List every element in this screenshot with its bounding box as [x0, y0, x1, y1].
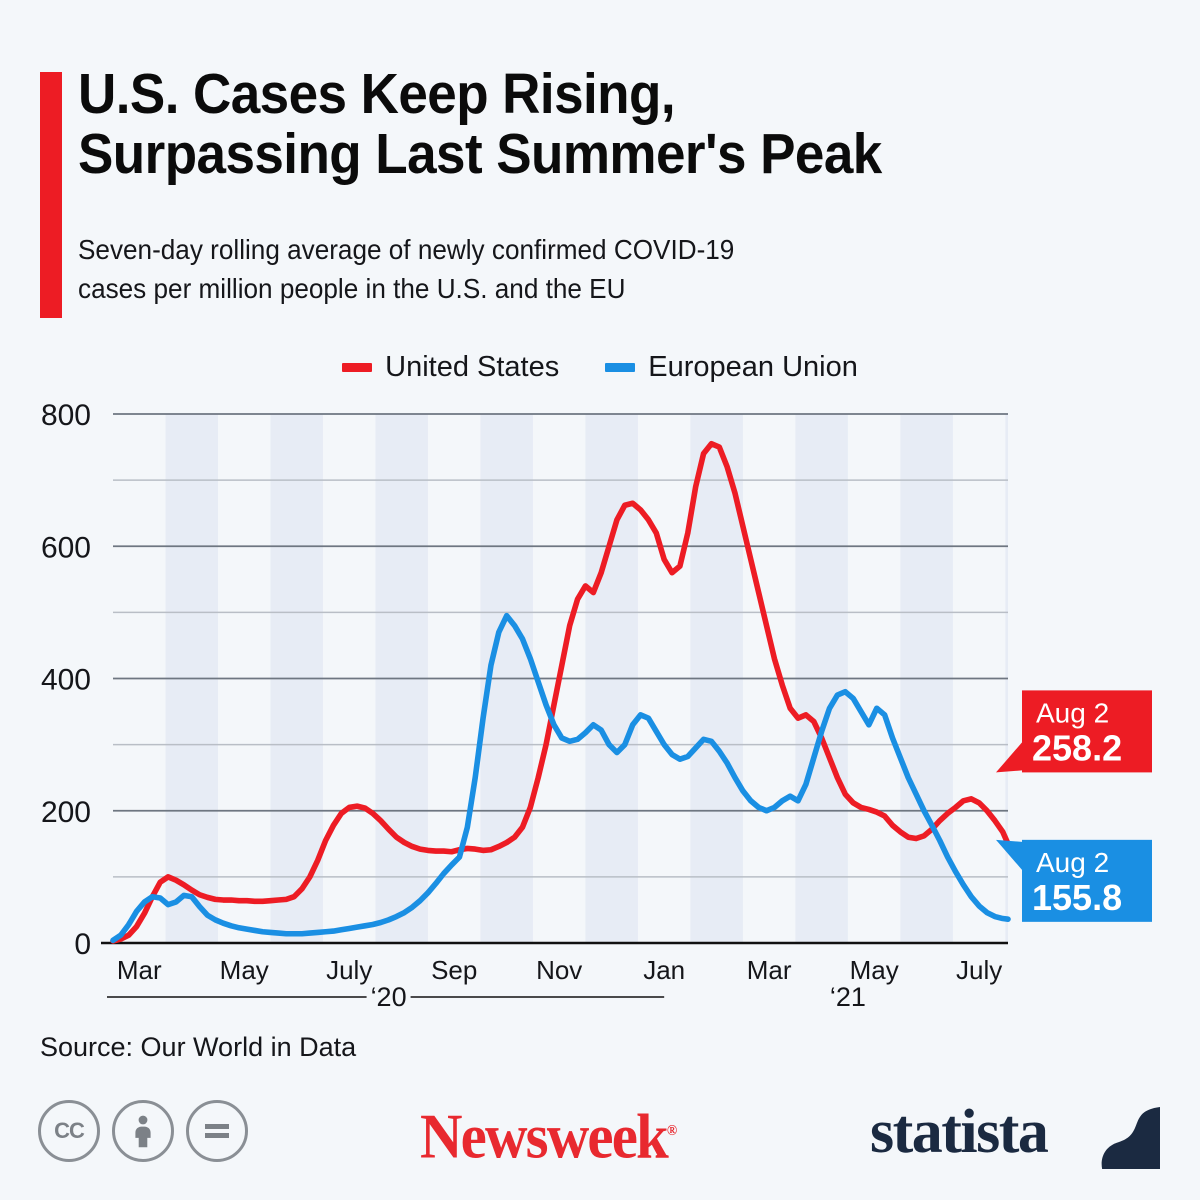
- creative-commons-badges: CC: [38, 1100, 248, 1162]
- x-tick-label: Sep: [431, 955, 477, 985]
- page-subtitle: Seven-day rolling average of newly confi…: [78, 234, 735, 304]
- x-axis-ticks: Mar May July Sep Nov Jan Mar May July: [117, 955, 1002, 985]
- title-accent-bar: [40, 72, 62, 318]
- equals-icon: [205, 1124, 229, 1138]
- callout-box: [1022, 839, 1152, 922]
- y-tick-label: 800: [41, 399, 91, 432]
- x-tick-label: Mar: [747, 955, 792, 985]
- callout-date: Aug 2: [1036, 697, 1109, 728]
- x-tick-label: Jan: [643, 955, 685, 985]
- statista-logo: statista: [870, 1098, 1049, 1166]
- chart-legend: United States European Union: [0, 353, 1200, 382]
- year-label: ‘21: [830, 982, 866, 1012]
- x-tick-label: July: [326, 955, 372, 985]
- x-tick-label: July: [956, 955, 1002, 985]
- newsweek-registered-mark: ®: [666, 1123, 677, 1139]
- y-tick-label: 0: [74, 928, 91, 961]
- person-icon: [135, 1115, 151, 1148]
- y-tick-label: 200: [41, 796, 91, 829]
- series-line-united-states: [110, 440, 1011, 944]
- gridlines: [113, 413, 1008, 878]
- callout-box: [1022, 690, 1152, 773]
- y-axis-ticks: 0 200 400 600 800: [41, 399, 91, 961]
- y-tick-label: 600: [41, 531, 91, 564]
- source-note: Source: Our World in Data: [40, 1032, 357, 1062]
- newsweek-logo: Newsweek®: [420, 1099, 677, 1172]
- cc-noderivatives-icon: [186, 1100, 248, 1162]
- legend-item-european-union[interactable]: European Union: [605, 353, 858, 382]
- legend-item-united-states[interactable]: United States: [342, 353, 559, 382]
- series-lines: [110, 440, 1011, 944]
- callout-value: 155.8: [1032, 877, 1122, 918]
- footer: CC Newsweek® statista: [0, 1095, 1200, 1180]
- x-tick-label: May: [850, 955, 899, 985]
- callout-pointer: [996, 742, 1022, 773]
- legend-swatch-european-union: [605, 363, 636, 372]
- newsweek-wordmark: Newsweek: [420, 1100, 669, 1172]
- cc-license-icon: CC: [38, 1100, 100, 1162]
- x-tick-label: Mar: [117, 955, 162, 985]
- callout-date: Aug 2: [1036, 847, 1109, 878]
- cc-attribution-icon: [112, 1100, 174, 1162]
- x-tick-label: May: [220, 955, 269, 985]
- statista-wordmark: statista: [870, 1098, 1049, 1166]
- page-title: U.S. Cases Keep Rising, Surpassing Last …: [78, 62, 882, 186]
- y-tick-label: 400: [41, 664, 91, 697]
- callout-value: 258.2: [1032, 727, 1122, 768]
- statista-logo-mark: [1098, 1107, 1160, 1169]
- legend-swatch-united-states: [342, 363, 373, 372]
- legend-label-united-states: United States: [385, 351, 560, 383]
- year-brackets: ‘20 ‘21: [107, 982, 866, 1012]
- year-label: ‘20: [371, 982, 407, 1012]
- series-line-european-union: [110, 612, 1011, 944]
- callout-pointer: [996, 839, 1022, 870]
- x-tick-label: Nov: [536, 955, 582, 985]
- legend-label-european-union: European Union: [648, 351, 858, 383]
